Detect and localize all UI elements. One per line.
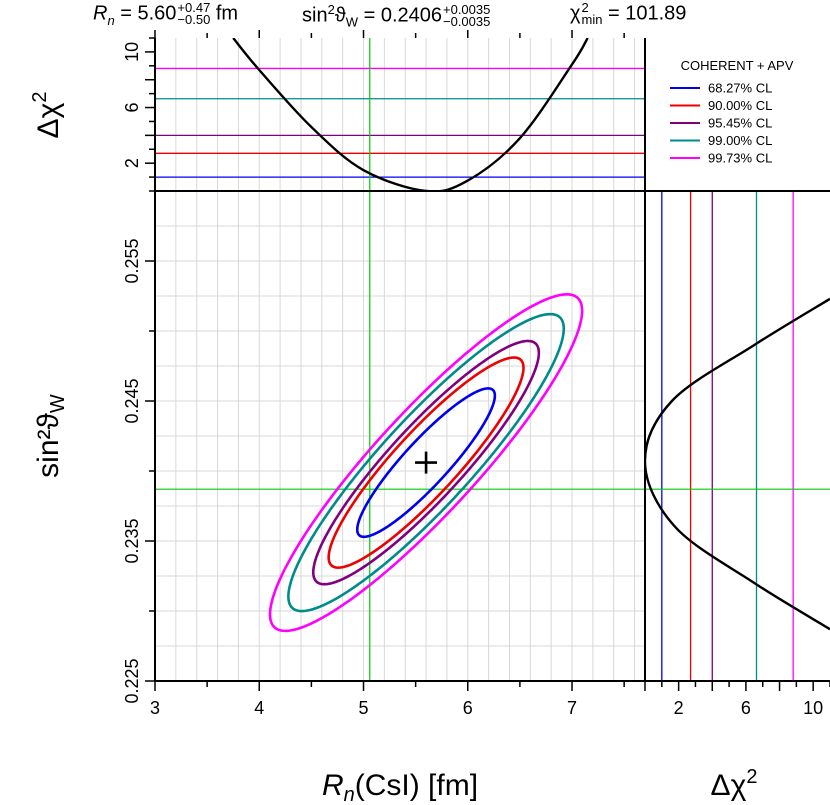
axis-ticks: 3 4 5 6 7 0.225 0.235 0.245 0.255 2 6 10 2 6 10: [122, 30, 830, 718]
legend: COHERENT + APV 68.27% CL 90.00% CL 95.45% C…: [670, 58, 794, 166]
contour-4: [287, 312, 566, 613]
right-cl-lines: [661, 191, 794, 681]
profile-rn-curve: [232, 38, 589, 191]
y-tick-label: 0.235: [122, 518, 142, 563]
top-y-tick-label: 6: [122, 103, 142, 113]
header-chi2min: χ 2 min = 101.89: [570, 0, 687, 28]
legend-label: 99.00% CL: [708, 133, 772, 148]
chi-sup: 2: [581, 0, 589, 15]
top-y-tick-label: 10: [122, 42, 142, 62]
rn-err-down: −0.50: [177, 12, 211, 28]
header-rn: Rn = 5.60 +0.47 −0.50 fm: [93, 0, 239, 28]
top-y-tick-label: 2: [122, 158, 142, 168]
y-tick-label: 0.245: [122, 378, 142, 423]
contour-1: [355, 387, 497, 539]
sw-theta: ϑ: [334, 4, 346, 27]
rn-value: = 5.60: [114, 2, 177, 25]
chi-value: = 101.89: [602, 2, 687, 25]
top-cl-lines: [155, 67, 645, 178]
y-tick-label: 0.225: [122, 658, 142, 703]
sw-err-down: −0.0035: [443, 14, 491, 30]
chi-symbol: χ: [570, 2, 581, 25]
x-tick-label: 5: [359, 698, 369, 718]
sw-sup: 2: [327, 2, 335, 17]
right-x-tick-label: 10: [803, 698, 823, 718]
sw-value: = 0.2406: [358, 4, 442, 27]
legend-label: 90.00% CL: [708, 98, 772, 113]
sw-symbol: sin: [302, 4, 328, 27]
sw-err-up: +0.0035: [443, 2, 491, 18]
top-grid: [155, 38, 636, 191]
legend-label: 99.73% CL: [708, 151, 772, 166]
main-x-axis-title: Rn(CsI) [fm]: [322, 769, 478, 805]
legend-label: 68.27% CL: [708, 81, 772, 96]
top-y-axis-title: Δχ2: [29, 92, 65, 139]
cl-contours: [268, 293, 584, 633]
apv-reference-lines: [155, 38, 830, 681]
contour-5: [268, 293, 584, 633]
right-x-axis-title: Δχ2: [711, 766, 758, 802]
rn-unit: fm: [210, 2, 239, 25]
rn-err-up: +0.47: [177, 0, 211, 15]
chi-sub: min: [581, 12, 603, 28]
x-tick-label: 7: [567, 698, 577, 718]
contour-2: [327, 356, 525, 569]
best-fit-marker: [415, 451, 438, 474]
rn-symbol: R: [93, 2, 108, 25]
x-tick-label: 3: [150, 698, 160, 718]
legend-title: COHERENT + APV: [681, 58, 794, 73]
sw-sub: W: [345, 14, 359, 30]
right-x-tick-label: 2: [674, 698, 684, 718]
header-sin2w: sin2ϑW = 0.2406 +0.0035 −0.0035: [302, 2, 490, 30]
legend-label: 95.45% CL: [708, 116, 772, 131]
y-tick-label: 0.255: [122, 238, 142, 283]
profile-sin2w-curve: [645, 297, 830, 631]
contour-3: [311, 339, 541, 586]
right-x-tick-label: 6: [741, 698, 751, 718]
x-tick-label: 4: [254, 698, 264, 718]
rn-sub: n: [107, 12, 115, 28]
main-grid: [155, 191, 645, 681]
main-y-axis-title: sin²ϑW: [32, 394, 69, 478]
x-tick-label: 6: [463, 698, 473, 718]
right-profile-curve: [645, 297, 830, 631]
top-profile-curve: [232, 38, 589, 191]
